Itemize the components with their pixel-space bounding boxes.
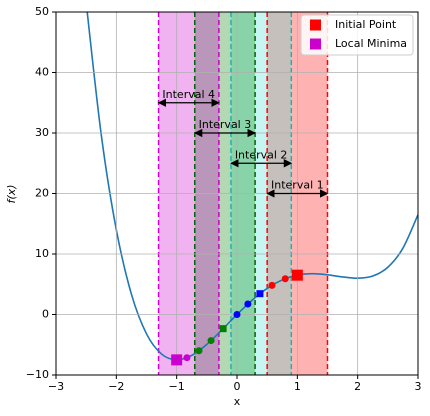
interval-label: Interval 2	[235, 148, 288, 161]
x-tick-label: 2	[354, 380, 361, 393]
interval-label: Interval 1	[271, 179, 324, 192]
x-tick-label: 0	[234, 380, 241, 393]
y-axis-label: f(x)	[5, 185, 18, 204]
path-point	[256, 290, 264, 298]
initial-point	[291, 269, 303, 281]
x-tick-label: −2	[108, 380, 124, 393]
y-tick-label: −10	[26, 368, 49, 381]
x-tick-label: −1	[169, 380, 185, 393]
legend-label: Initial Point	[335, 18, 397, 31]
y-tick-label: 50	[35, 5, 49, 18]
legend-box	[300, 14, 414, 56]
legend-marker	[310, 19, 321, 31]
x-tick-label: 1	[294, 380, 301, 393]
y-tick-label: 30	[35, 126, 49, 139]
path-point	[183, 354, 191, 362]
y-tick-label: 40	[35, 66, 49, 79]
plot-area	[86, 12, 418, 375]
y-tick-label: 20	[35, 187, 49, 200]
path-point	[233, 311, 241, 318]
y-tick-label: 10	[35, 247, 49, 260]
y-tick-label: 0	[42, 308, 49, 321]
path-point	[281, 275, 289, 283]
interval-label: Interval 3	[199, 118, 252, 131]
legend-marker	[310, 38, 321, 50]
path-point	[207, 337, 215, 345]
legend-label: Local Minima	[335, 37, 407, 50]
path-point	[195, 347, 203, 355]
path-point	[268, 281, 276, 289]
local-minimum	[171, 354, 183, 366]
plot-frame	[55, 11, 419, 376]
x-axis-label: x	[234, 395, 241, 408]
interval-label: Interval 4	[162, 88, 215, 101]
x-tick-label: 3	[415, 380, 422, 393]
x-tick-label: −3	[48, 380, 64, 393]
path-point	[244, 300, 252, 308]
path-point	[219, 325, 227, 333]
